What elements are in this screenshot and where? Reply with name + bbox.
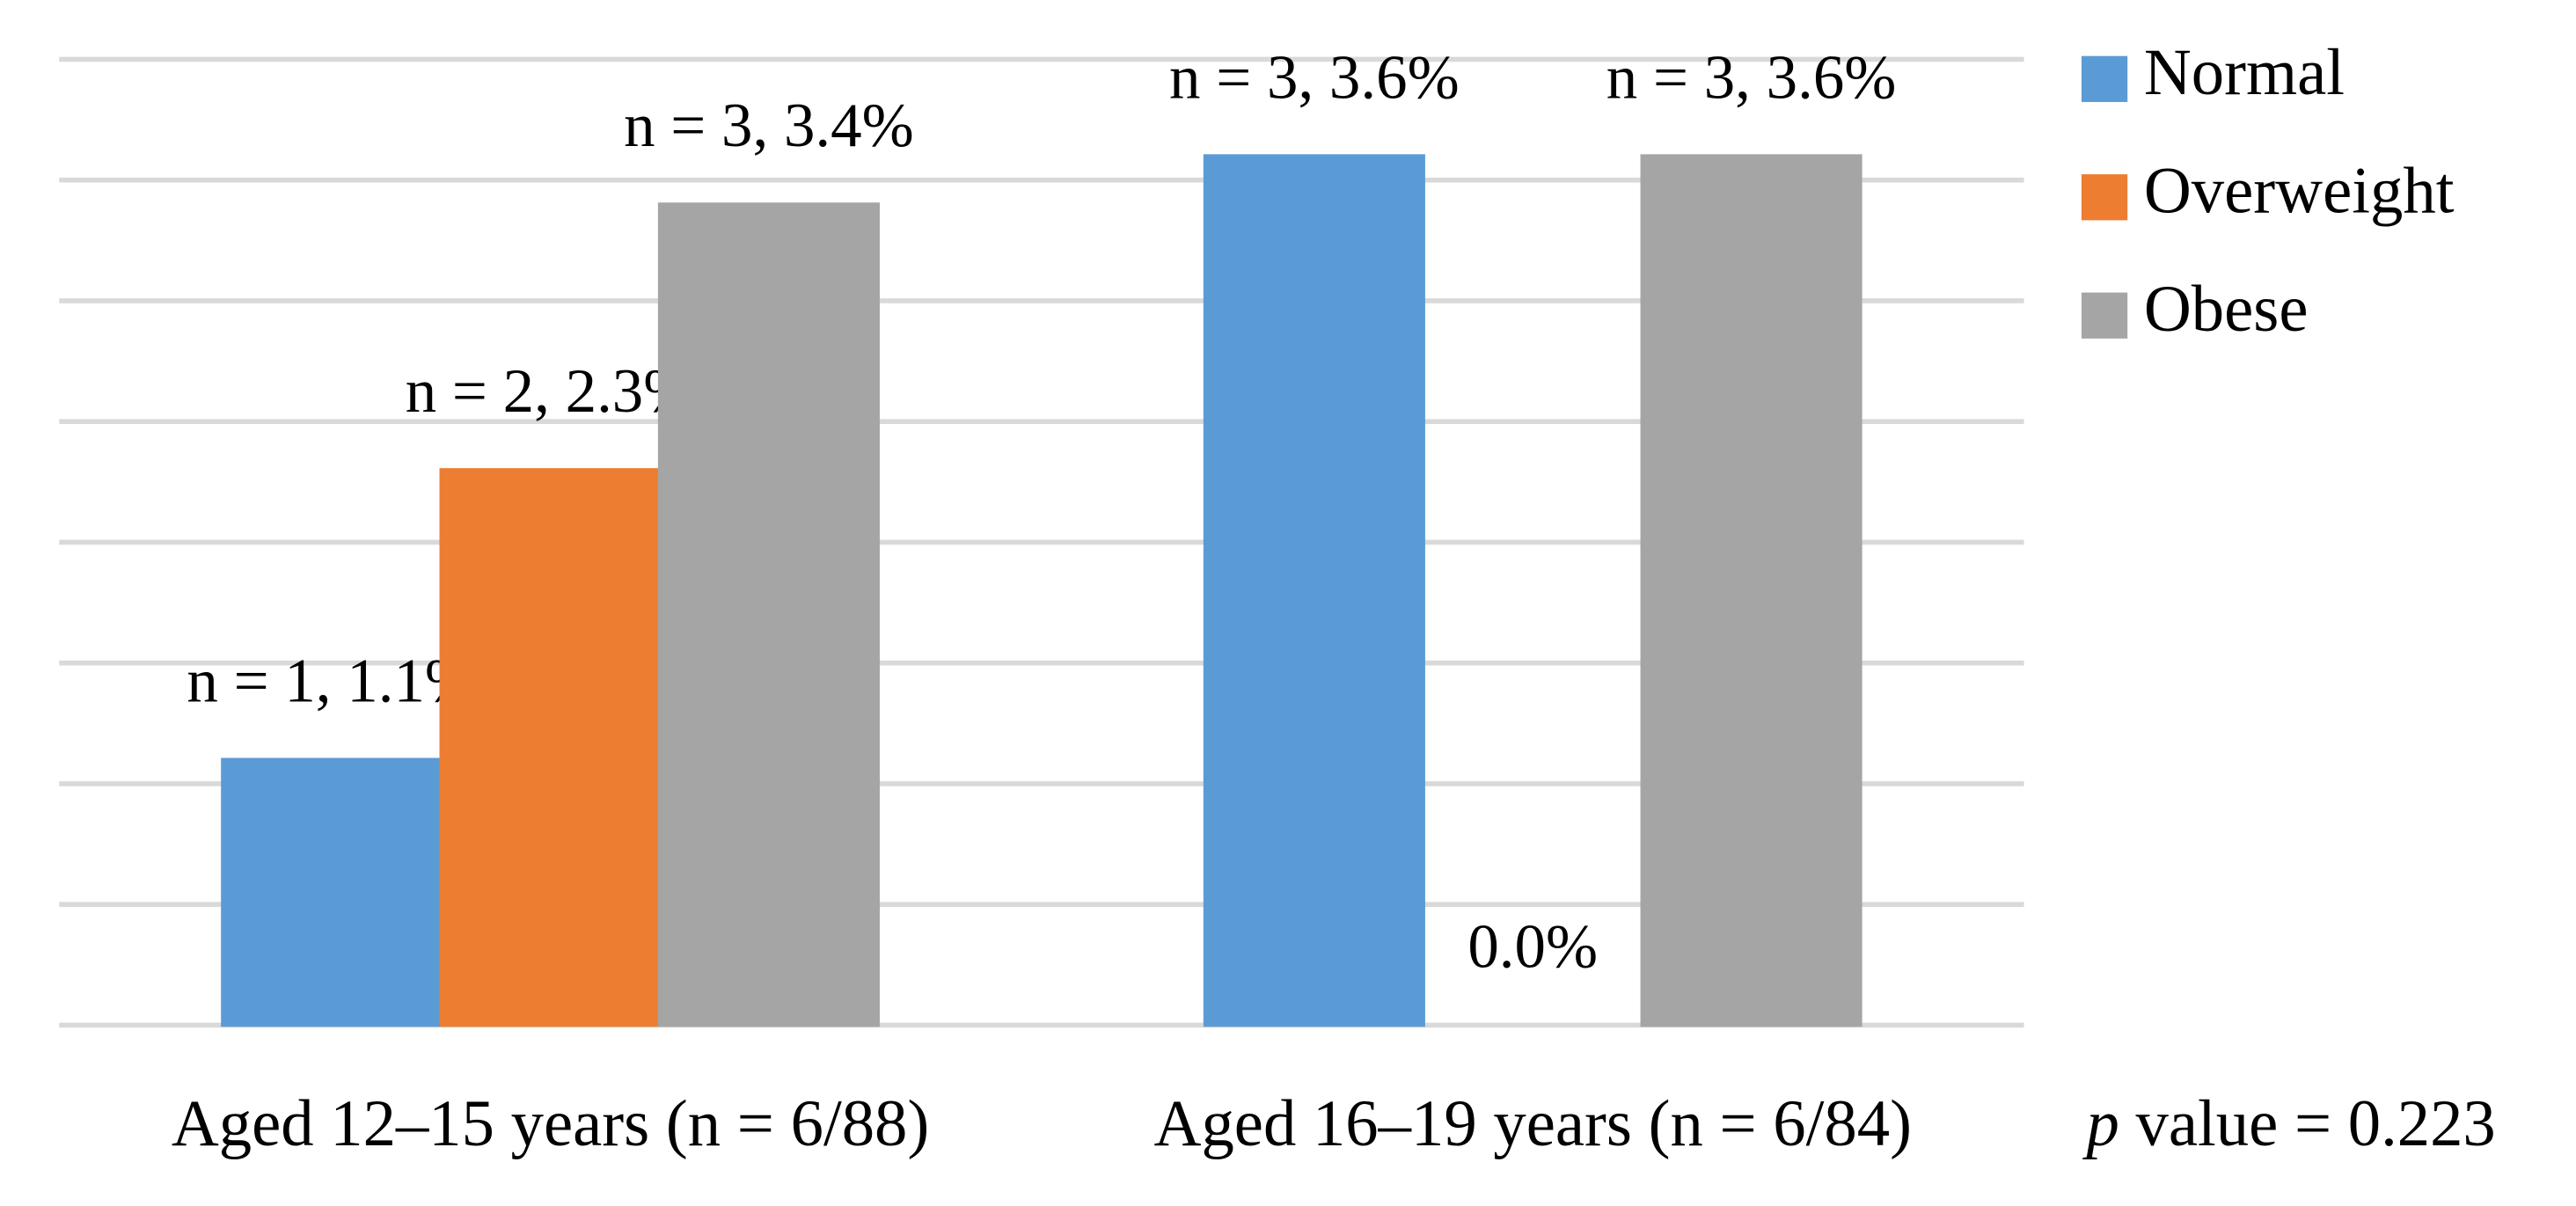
bar: [221, 757, 443, 1027]
bar: [657, 202, 880, 1027]
value-label: n = 3, 3.6%: [1169, 43, 1460, 112]
legend-label: Obese: [2144, 273, 2309, 346]
legend-label: Normal: [2144, 36, 2345, 109]
bar: [1640, 154, 1862, 1027]
value-label: n = 3, 3.6%: [1606, 43, 1897, 112]
x-tick-label: Aged 16–19 years (n = 6/84): [1154, 1087, 1912, 1160]
legend-label: Overweight: [2144, 154, 2455, 227]
value-label: 0.0%: [1467, 913, 1598, 982]
legend-swatch: [2081, 174, 2128, 221]
p-value-text: value = 0.223: [2136, 1087, 2496, 1160]
p-symbol: p: [2082, 1087, 2119, 1160]
bar: [1203, 154, 1425, 1027]
value-label: n = 1, 1.1%: [187, 647, 477, 716]
legend-swatch: [2081, 292, 2128, 339]
legend-swatch: [2081, 55, 2128, 102]
value-label: n = 3, 3.4%: [624, 91, 914, 160]
bar: [439, 468, 662, 1027]
x-tick-label: Aged 12–15 years (n = 6/88): [172, 1087, 929, 1160]
p-value: p value = 0.223: [2082, 1087, 2496, 1160]
value-label: n = 2, 2.3%: [406, 357, 696, 426]
